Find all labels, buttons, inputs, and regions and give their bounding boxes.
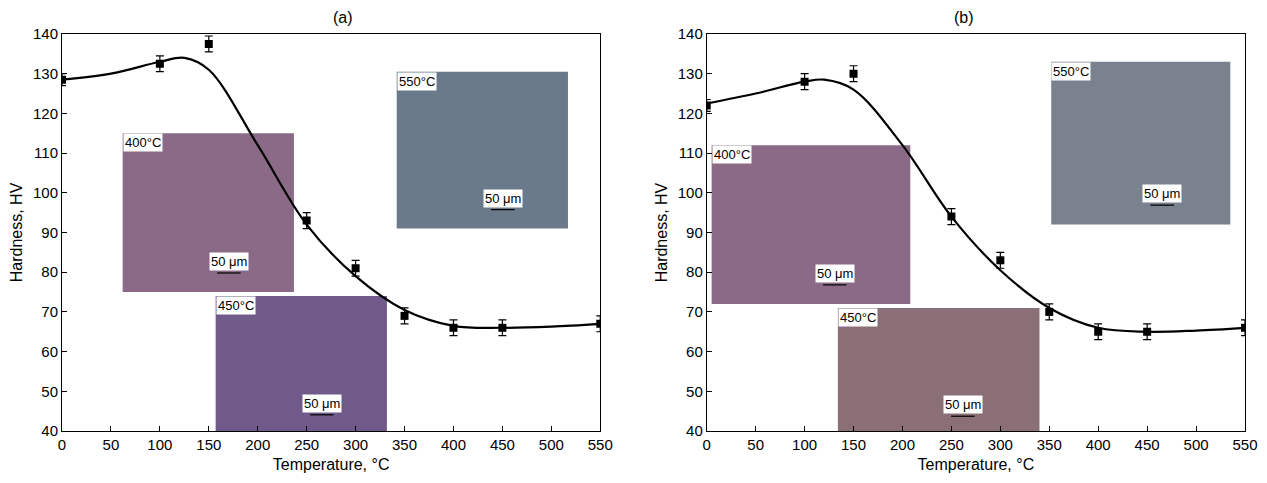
- svg-text:70: 70: [686, 303, 703, 320]
- svg-text:Temperature, °C: Temperature, °C: [918, 456, 1035, 473]
- svg-text:130: 130: [33, 65, 58, 82]
- svg-text:Hardness, HV: Hardness, HV: [653, 182, 670, 282]
- svg-text:90: 90: [686, 224, 703, 241]
- svg-text:350: 350: [1037, 436, 1062, 453]
- svg-text:400°C: 400°C: [714, 147, 750, 162]
- svg-text:50: 50: [41, 383, 58, 400]
- svg-text:100: 100: [792, 436, 817, 453]
- svg-text:150: 150: [841, 436, 866, 453]
- svg-text:50 μm: 50 μm: [1144, 186, 1180, 201]
- svg-text:450: 450: [490, 436, 515, 453]
- svg-text:70: 70: [41, 303, 58, 320]
- svg-text:200: 200: [890, 436, 915, 453]
- svg-text:50: 50: [103, 436, 120, 453]
- svg-text:50 μm: 50 μm: [304, 396, 340, 411]
- svg-text:550: 550: [588, 436, 613, 453]
- svg-text:140: 140: [33, 25, 58, 42]
- svg-text:550: 550: [1232, 436, 1257, 453]
- svg-text:60: 60: [41, 343, 58, 360]
- svg-text:Temperature, °C: Temperature, °C: [273, 456, 390, 473]
- svg-text:80: 80: [41, 263, 58, 280]
- svg-text:(b): (b): [954, 9, 974, 26]
- svg-text:450°C: 450°C: [218, 298, 254, 313]
- svg-text:550°C: 550°C: [399, 74, 435, 89]
- svg-text:300: 300: [343, 436, 368, 453]
- svg-text:50 μm: 50 μm: [485, 191, 521, 206]
- svg-text:400°C: 400°C: [125, 135, 161, 150]
- svg-text:400: 400: [1086, 436, 1111, 453]
- svg-text:140: 140: [678, 25, 703, 42]
- svg-text:Hardness, HV: Hardness, HV: [8, 182, 25, 282]
- svg-text:(a): (a): [333, 9, 353, 26]
- svg-text:90: 90: [41, 224, 58, 241]
- svg-text:0: 0: [58, 436, 66, 453]
- svg-text:350: 350: [392, 436, 417, 453]
- svg-text:110: 110: [679, 144, 703, 161]
- svg-text:450: 450: [1135, 436, 1160, 453]
- svg-text:40: 40: [686, 422, 703, 439]
- svg-text:200: 200: [245, 436, 270, 453]
- svg-text:120: 120: [678, 105, 703, 122]
- svg-text:0: 0: [703, 436, 711, 453]
- svg-text:50 μm: 50 μm: [211, 254, 247, 269]
- svg-text:500: 500: [539, 436, 564, 453]
- svg-text:550°C: 550°C: [1053, 64, 1089, 79]
- svg-text:80: 80: [686, 263, 703, 280]
- svg-text:130: 130: [678, 65, 703, 82]
- svg-text:50 μm: 50 μm: [945, 397, 981, 412]
- svg-text:450°C: 450°C: [840, 310, 876, 325]
- svg-text:60: 60: [686, 343, 703, 360]
- svg-text:500: 500: [1184, 436, 1209, 453]
- svg-text:150: 150: [196, 436, 221, 453]
- svg-text:50: 50: [686, 383, 703, 400]
- svg-text:300: 300: [988, 436, 1013, 453]
- svg-text:40: 40: [41, 422, 58, 439]
- svg-text:250: 250: [294, 436, 319, 453]
- svg-text:110: 110: [34, 144, 58, 161]
- svg-text:100: 100: [33, 184, 58, 201]
- svg-text:50 μm: 50 μm: [817, 266, 853, 281]
- svg-text:250: 250: [939, 436, 964, 453]
- svg-text:120: 120: [33, 105, 58, 122]
- svg-text:100: 100: [147, 436, 172, 453]
- svg-text:50: 50: [747, 436, 764, 453]
- svg-text:400: 400: [441, 436, 466, 453]
- svg-text:100: 100: [678, 184, 703, 201]
